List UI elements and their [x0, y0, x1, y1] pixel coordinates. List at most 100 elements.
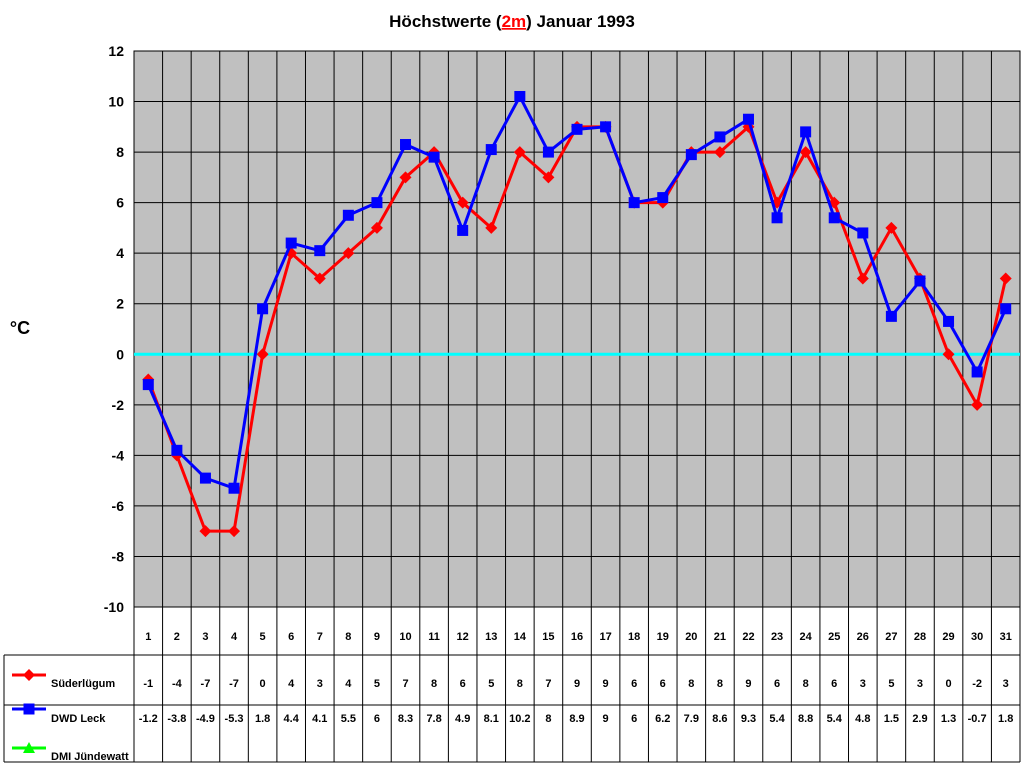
table-cell-value: 5.5 [341, 713, 356, 725]
x-category-label: 17 [599, 631, 611, 643]
x-category-label: 19 [657, 631, 669, 643]
y-tick-label: 2 [116, 296, 124, 312]
legend-label: DMI Jündewatt [51, 751, 129, 763]
x-category-label: 2 [174, 631, 180, 643]
table-cell-value: 1.3 [941, 713, 956, 725]
x-category-label: 10 [399, 631, 411, 643]
data-point [399, 171, 412, 184]
y-tick-label: 4 [116, 245, 124, 261]
data-point [228, 525, 241, 538]
table-cell-value: 5 [488, 678, 494, 690]
x-category-label: 31 [1000, 631, 1012, 643]
table-cell-value: 9 [603, 678, 609, 690]
table-cell-value: 4.9 [455, 713, 470, 725]
x-category-label: 25 [828, 631, 840, 643]
table-cell-value: 2.9 [912, 713, 927, 725]
data-point [342, 209, 354, 221]
legend-marker [23, 703, 35, 715]
table-cell-value: 4 [345, 678, 352, 690]
x-category-label: 7 [317, 631, 323, 643]
y-tick-label: 0 [116, 346, 124, 362]
data-point [628, 197, 640, 209]
plot-background [133, 50, 1021, 608]
x-category-label: 3 [202, 631, 208, 643]
table-cell-value: 8.9 [569, 713, 584, 725]
table-cell-value: 9 [574, 678, 580, 690]
data-point [371, 197, 383, 209]
data-point [485, 144, 497, 156]
data-point [542, 146, 554, 158]
legend-marker [23, 669, 35, 681]
table-cell-value: 3 [1003, 678, 1009, 690]
x-category-label: 27 [885, 631, 897, 643]
table-cell-value: 8 [688, 678, 694, 690]
data-point [857, 227, 869, 239]
data-point [885, 310, 897, 322]
table-cell-value: 5.4 [827, 713, 843, 725]
chart-title-part-2: ) Januar 1993 [526, 12, 635, 31]
y-axis-label: °C [10, 318, 30, 338]
y-tick-label: 12 [108, 43, 124, 59]
legend-label: Süderlügum [51, 678, 115, 690]
chart-title-highlight: 2m [502, 12, 527, 31]
data-point [1000, 303, 1012, 315]
table-cell-value: -5.3 [225, 713, 244, 725]
table-cell-value: -7 [201, 678, 211, 690]
table-cell-value: 4 [288, 678, 295, 690]
y-tick-label: -4 [112, 447, 125, 463]
table-cell-value: -0.7 [968, 713, 987, 725]
plot-area [133, 50, 1021, 608]
y-tick-label: 6 [116, 195, 124, 211]
data-point [285, 237, 297, 249]
x-category-label: 14 [514, 631, 527, 643]
table-cell-value: 3 [860, 678, 866, 690]
x-category-label: 26 [857, 631, 869, 643]
x-category-label: 11 [428, 631, 440, 643]
table-cell-value: 6.2 [655, 713, 670, 725]
data-table: 1 2 3 4 5 6 7 8 9 10 11 12 13 14 15 16 17 18 19 20 21 22 23 24 2… [3, 607, 1021, 763]
x-category-label: 22 [742, 631, 754, 643]
table-cell-value: 1.8 [998, 713, 1013, 725]
table-cell-value: 6 [774, 678, 780, 690]
table-cell-value: 5 [374, 678, 380, 690]
table-cell-value: 8 [545, 713, 551, 725]
data-point [828, 212, 840, 224]
y-tick-label: -6 [112, 498, 125, 514]
grid-lines [134, 50, 1020, 608]
data-point [971, 398, 984, 411]
x-category-label: 21 [714, 631, 726, 643]
y-tick-labels: 12 10 8 6 4 2 0 -2 -4 -6 -8 -10 [104, 43, 124, 615]
legend-marker [23, 742, 35, 753]
table-cell-value: 8.6 [712, 713, 727, 725]
x-category-label: 8 [345, 631, 351, 643]
table-cell-value: 0 [260, 678, 266, 690]
data-point [800, 126, 812, 138]
data-point [456, 196, 469, 209]
data-point [571, 123, 583, 135]
y-tick-label: -10 [104, 599, 124, 615]
data-point [685, 149, 697, 161]
data-point [342, 247, 355, 260]
table-cell-value: 5 [888, 678, 894, 690]
data-point [914, 275, 926, 287]
data-point [771, 212, 783, 224]
table-cell-value: 7 [545, 678, 551, 690]
table-cell-value: 3 [917, 678, 923, 690]
x-category-label: 9 [374, 631, 380, 643]
data-point [856, 272, 869, 285]
table-cell-value: 6 [460, 678, 466, 690]
x-category-label: 12 [457, 631, 469, 643]
data-point [600, 121, 612, 133]
y-tick-label: -2 [112, 397, 125, 413]
table-cell-value: -1 [143, 678, 153, 690]
table-cell-value: 8.1 [484, 713, 499, 725]
table-cell-value: 6 [831, 678, 837, 690]
data-point [199, 525, 212, 538]
y-tick-label: 8 [116, 144, 124, 160]
y-tick-label: 10 [108, 94, 124, 110]
data-point [713, 146, 726, 159]
table-cell-value: -4.9 [196, 713, 215, 725]
data-point [457, 224, 469, 236]
legend-label: DWD Leck [51, 713, 106, 725]
table-cell-value: 8 [803, 678, 809, 690]
